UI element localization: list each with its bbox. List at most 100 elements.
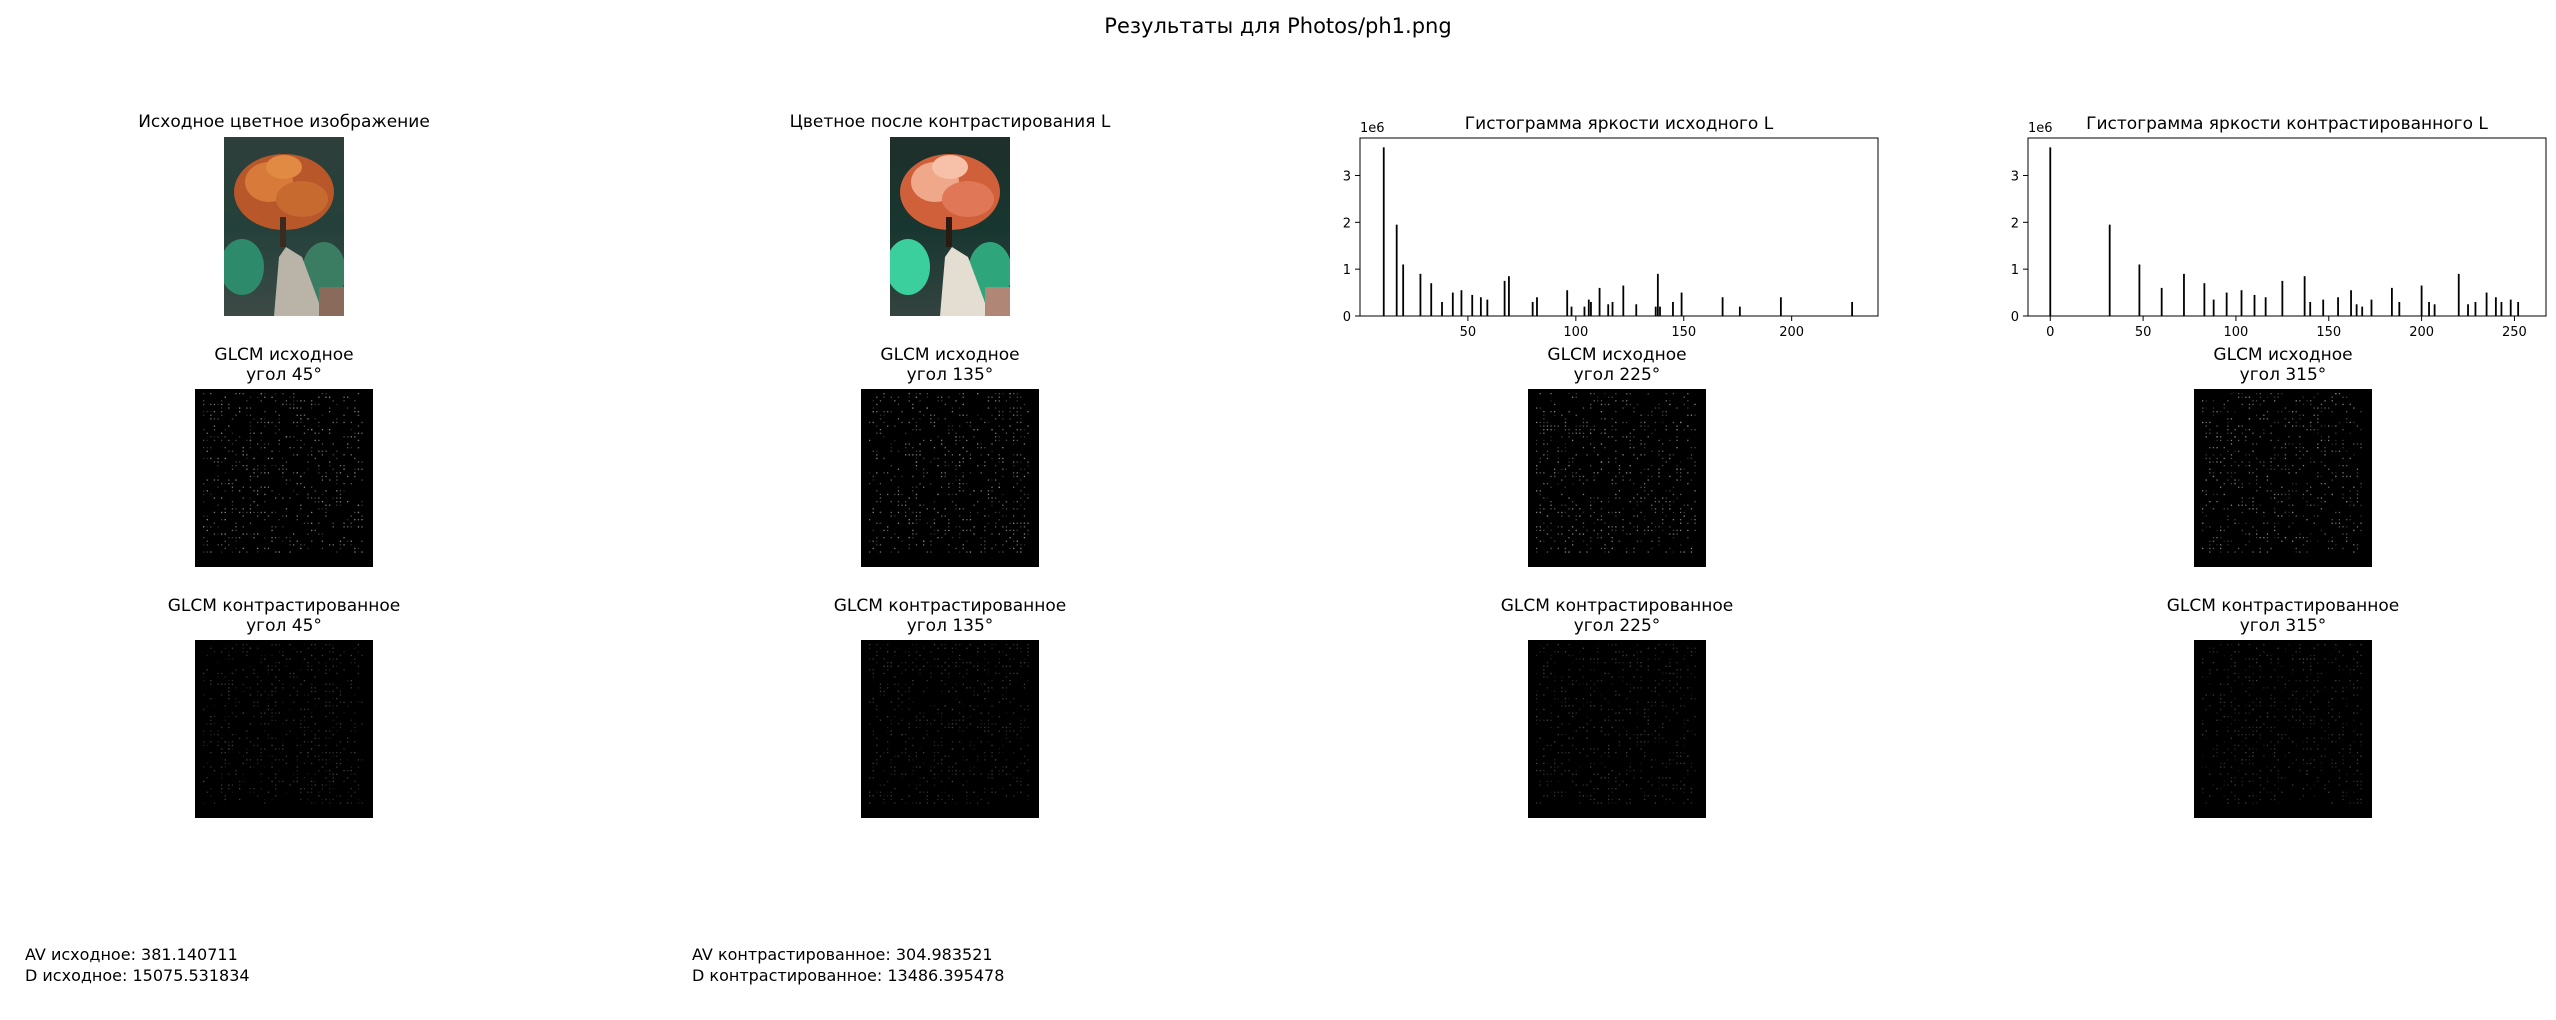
histogram-bar [1503,280,1506,316]
x-tick-label: 50 [1460,325,1477,340]
histogram-bar [2138,264,2141,316]
histogram-bar [1508,276,1510,316]
histogram-contrasted: Гистограмма яркости контрастированного L… [2011,114,2547,340]
histogram-bar [2108,224,2111,316]
histogram-bar [1672,301,1674,316]
glcm-title-line: GLCM контрастированное [167,596,401,616]
histogram-original: Гистограмма яркости исходного L 1e6 50 100 1… [1343,114,1879,340]
histogram-bar [2485,292,2488,316]
histogram-bar [2160,287,2163,316]
glcm-panel-title: GLCM контрастированное угол 225° [1501,596,1734,636]
histogram-bar [1486,299,1489,316]
histogram-bar [1441,301,1443,316]
y-tick-label: 3 [2011,169,2019,184]
x-tick-label: 150 [1671,325,1696,340]
x-tick-label: 250 [2502,325,2527,340]
x-tick-label: 100 [1563,325,1588,340]
histogram-bar [2337,297,2339,316]
glcm-matrix-image [1528,389,1706,567]
y-tick-label: 2 [2011,216,2019,231]
histogram-bar [1590,301,1592,316]
histogram-bar [2203,283,2206,316]
histogram-bar [2253,294,2256,316]
d-contrasted-text: D контрастированное: 13486.395478 [692,966,1005,985]
histogram-bar [1721,297,1724,316]
histogram-bar [2390,287,2393,316]
histogram-bar [2303,276,2306,316]
y-tick-label: 1 [2011,263,2019,278]
y-tick-label: 2 [1343,216,1351,231]
stats-contrasted: AV контрастированное: 304.983521 D контр… [692,944,1004,986]
glcm-angle-label: угол 45° [246,365,322,385]
histogram-title: Гистограмма яркости контрастированного L [2086,114,2488,134]
histogram-bar [2370,299,2373,316]
glcm-panel-title: GLCM исходное угол 135° [880,345,1019,385]
glcm-matrix-image [861,640,1039,818]
x-tick-label: 200 [2409,325,2434,340]
glcm-angle-label: угол 135° [906,616,994,636]
histogram-bar [2467,304,2469,316]
stats-original: AV исходное: 381.140711 D исходное: 1507… [25,944,250,986]
histogram-bar [1402,264,1405,316]
histogram-bar [1451,292,1454,316]
histogram-bar [1607,304,1610,316]
histogram-bar [1659,306,1661,316]
histogram-bar [2457,273,2460,316]
histogram-bar [1531,301,1534,316]
histogram-bar [2049,147,2052,316]
glcm-panel-title: GLCM исходное угол 315° [2213,345,2352,385]
histogram-bar [2281,280,2284,316]
glcm-matrix-image [2194,389,2372,567]
histogram-bar [1738,306,1741,316]
histogram-bar [2433,304,2436,316]
histogram-bar [2355,304,2358,316]
histogram-bar [2350,290,2352,316]
histogram-bar [2212,299,2215,316]
d-original-text: D исходное: 15075.531834 [25,966,250,985]
histogram-bar [2494,297,2497,316]
glcm-matrix-image [2194,640,2372,818]
histogram-bar [1382,147,1385,316]
histogram-bar [1779,297,1782,316]
histogram-bar [1460,290,1463,316]
histogram-bar [1635,304,1638,316]
glcm-angle-label: угол 225° [1573,365,1661,385]
original-color-image [224,137,344,316]
glcm-angle-label: угол 315° [2239,616,2327,636]
histogram-bar [2420,285,2423,316]
histogram-bar [2474,301,2477,316]
axis-offset-text: 1e6 [2028,121,2053,136]
glcm-matrix-image [861,389,1039,567]
x-tick-label: 150 [2316,325,2341,340]
y-tick-label: 3 [1343,169,1351,184]
glcm-panel-title: GLCM контрастированное угол 315° [2167,596,2400,636]
histogram-bar [2509,299,2512,316]
glcm-title-line: GLCM исходное [1547,345,1687,365]
x-tick-label: 100 [2224,325,2249,340]
glcm-matrix-image [1528,640,1706,818]
histogram-bar [2398,301,2401,316]
histogram-bar [2361,306,2364,316]
y-tick-label: 1 [1343,263,1351,278]
histogram-bar [1471,294,1474,316]
histogram-bar [2225,292,2228,316]
histogram-bar [2517,301,2520,316]
glcm-angle-label: угол 315° [2239,365,2327,385]
histogram-bar [1611,301,1614,316]
glcm-matrix-image [195,389,373,567]
histogram-title: Гистограмма яркости исходного L [1465,114,1774,134]
histogram-bar [2264,297,2267,316]
contrasted-image-title: Цветное после контрастирования L [789,112,1111,132]
glcm-angle-label: угол 135° [906,365,994,385]
histogram-bar [1536,297,1538,316]
x-tick-label: 50 [2135,325,2152,340]
histogram-bar [1566,290,1569,316]
glcm-angle-label: угол 225° [1573,616,1661,636]
glcm-title-line: GLCM контрастированное [1500,596,1734,616]
histogram-bar [1622,285,1625,316]
glcm-panel-title: GLCM контрастированное угол 45° [168,596,401,636]
histogram-bar [2309,301,2312,316]
histogram-bar [1583,306,1586,316]
histogram-bar [1395,224,1398,316]
contrasted-color-image [890,137,1010,316]
